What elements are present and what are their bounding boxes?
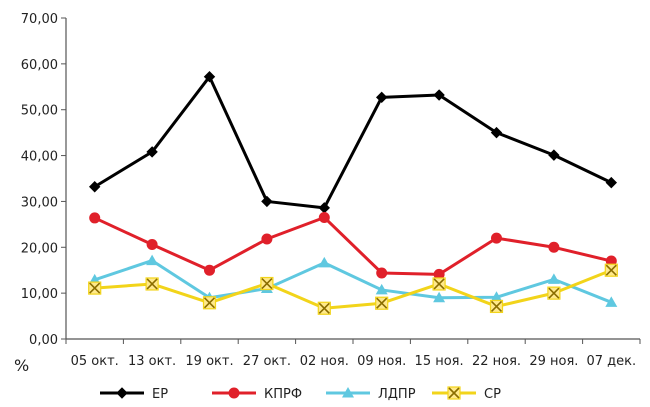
legend-label: КПРФ — [264, 387, 302, 402]
x-tick-label: 05 окт. — [71, 354, 119, 369]
series-line — [94, 259, 612, 304]
data-point — [489, 299, 504, 314]
axes — [61, 17, 641, 344]
y-tick-label: 50,00 — [21, 104, 58, 119]
data-point — [204, 264, 215, 276]
series-3 — [88, 263, 618, 315]
data-point — [89, 212, 101, 224]
data-point — [146, 146, 158, 158]
series-2 — [88, 254, 618, 307]
legend-marker — [447, 386, 461, 400]
data-point — [490, 126, 503, 139]
x-tick-label: 07 дек. — [586, 354, 636, 369]
x-marker-cross — [605, 264, 617, 276]
legend-label: ЕР — [152, 387, 168, 402]
x-tick-labels: 05 окт. 13 окт. 19 окт. 27 окт. 02 ноя. 09 но… — [71, 354, 637, 369]
y-axis-unit-label: % — [14, 356, 29, 375]
legend-label: СР — [484, 387, 501, 402]
data-point — [375, 296, 389, 310]
data-point — [433, 291, 446, 303]
legend-item: ЛДПР — [326, 387, 416, 402]
x-marker-cross — [203, 297, 216, 309]
series-group — [88, 70, 618, 315]
data-point — [605, 176, 618, 189]
legend-item: СР — [432, 386, 501, 402]
data-point — [261, 233, 273, 245]
x-marker-cross — [490, 300, 503, 313]
data-point — [317, 301, 331, 315]
y-tick-label: 60,00 — [21, 58, 58, 73]
data-point — [88, 181, 101, 193]
data-point — [605, 296, 618, 307]
y-tick-label: 70,00 — [21, 12, 58, 27]
data-point — [88, 281, 102, 295]
x-marker-cross — [433, 278, 445, 290]
data-point — [548, 241, 560, 253]
x-marker-cross — [376, 297, 388, 309]
data-point — [260, 276, 274, 291]
legend-marker — [116, 387, 128, 399]
legend-item: КПРФ — [212, 387, 302, 402]
legend-marker — [228, 387, 240, 399]
data-point — [145, 277, 159, 291]
series-0 — [88, 70, 618, 214]
x-tick-label: 19 окт. — [185, 354, 233, 369]
x-marker-cross — [146, 278, 158, 290]
data-point — [146, 254, 159, 266]
x-tick-label: 29 ноя. — [529, 354, 578, 369]
x-marker-cross — [261, 277, 273, 290]
legend-label: ЛДПР — [378, 387, 416, 402]
legend-marker — [342, 387, 354, 398]
data-point — [375, 91, 388, 104]
data-point — [432, 277, 446, 291]
data-point — [376, 267, 388, 279]
x-tick-label: 09 ноя. — [357, 354, 406, 369]
data-point — [547, 273, 560, 284]
data-point — [547, 286, 561, 300]
data-point — [604, 263, 618, 277]
legend: ЕР КПРФ ЛДПР СР — [100, 386, 501, 402]
data-point — [491, 232, 502, 244]
y-tick-label: 40,00 — [21, 150, 58, 165]
legend-item: ЕР — [100, 387, 168, 402]
x-marker-cross — [318, 302, 330, 314]
y-tick-labels: 0,00 10,00 20,00 30,00 40,00 50,00 60,00 70,00 — [21, 12, 58, 348]
data-point — [202, 296, 217, 310]
data-point — [433, 268, 445, 280]
y-tick-label: 30,00 — [21, 195, 58, 210]
data-point — [433, 89, 445, 101]
series-line — [94, 268, 612, 310]
data-point — [261, 195, 273, 208]
x-marker-cross — [548, 287, 560, 299]
x-tick-label: 22 ноя. — [472, 354, 521, 369]
data-point — [375, 283, 388, 295]
x-tick-label: 02 ноя. — [300, 354, 349, 369]
data-point — [490, 291, 503, 302]
data-point — [318, 256, 331, 268]
x-tick-label: 27 окт. — [243, 354, 291, 369]
data-point — [146, 239, 158, 251]
x-marker-cross — [89, 282, 101, 294]
y-tick-label: 0,00 — [29, 333, 58, 348]
data-point — [548, 149, 560, 161]
data-point — [203, 70, 216, 83]
series-line — [93, 75, 612, 210]
data-point — [318, 211, 330, 223]
series-line — [94, 215, 612, 276]
x-marker-cross — [448, 387, 460, 399]
x-tick-label: 15 ноя. — [415, 354, 464, 369]
y-tick-label: 10,00 — [21, 287, 58, 302]
x-tick-label: 13 окт. — [128, 354, 176, 369]
y-tick-label: 20,00 — [21, 241, 58, 256]
